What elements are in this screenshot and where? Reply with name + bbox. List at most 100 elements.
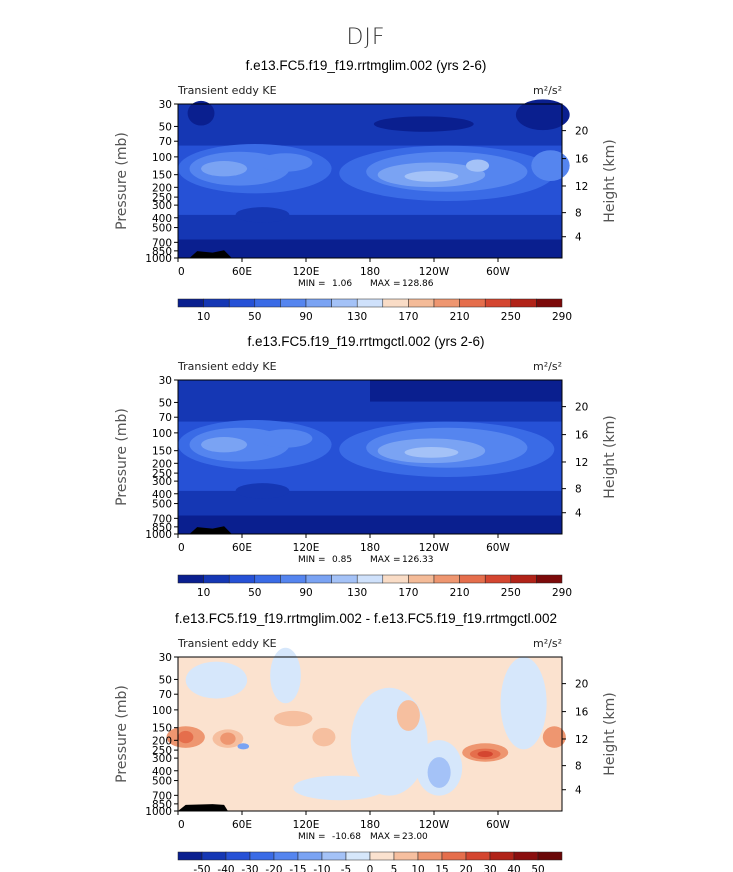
terrain-mask bbox=[189, 526, 232, 534]
x-tick-label: 180 bbox=[360, 819, 380, 831]
colorbar: 10 50 90 130 170 210 250 290 bbox=[177, 574, 572, 599]
y-tick-label: 150 bbox=[152, 723, 172, 735]
x-tick-label: 60W bbox=[486, 266, 510, 278]
colorbar-box bbox=[177, 298, 204, 308]
min-label: MIN = bbox=[298, 555, 326, 565]
contour-region bbox=[515, 99, 570, 131]
contour-region bbox=[293, 775, 386, 801]
colorbar-label: 10 bbox=[197, 311, 210, 323]
terrain-mask bbox=[189, 250, 232, 258]
colorbar-box bbox=[536, 298, 563, 308]
contour-region bbox=[258, 153, 313, 172]
colorbar-box bbox=[510, 574, 537, 584]
colorbar-label: -5 bbox=[341, 864, 351, 872]
x-tick-label: 60E bbox=[232, 542, 252, 554]
y-tick-label: 1000 bbox=[145, 806, 172, 818]
x-tick-label: 60E bbox=[232, 266, 252, 278]
y-tick-label: 850 bbox=[152, 799, 172, 811]
colorbar-box bbox=[321, 851, 347, 861]
colorbar-box bbox=[273, 851, 299, 861]
colorbar-label: 50 bbox=[248, 587, 261, 599]
colorbar-box bbox=[280, 574, 307, 584]
y-axis-title: Pressure (mb) bbox=[114, 408, 130, 506]
contour-region bbox=[404, 446, 459, 458]
y2-tick-label: 12 bbox=[575, 734, 588, 746]
contour-field bbox=[178, 380, 562, 534]
x-tick-label: 120W bbox=[419, 819, 450, 831]
contour-region bbox=[258, 429, 313, 448]
contour-region bbox=[477, 750, 493, 758]
colorbar-label: 50 bbox=[248, 311, 261, 323]
colorbar-box bbox=[225, 851, 251, 861]
panel-1: f.e13.FC5.f19_f19.rrtmglim.002 (yrs 2-6)… bbox=[114, 58, 618, 323]
y-tick-label: 300 bbox=[152, 476, 172, 488]
colorbar-box bbox=[254, 298, 281, 308]
contour-region bbox=[201, 436, 248, 453]
y-tick-label: 850 bbox=[152, 522, 172, 534]
y2-tick-label: 16 bbox=[575, 430, 589, 442]
y-tick-label: 400 bbox=[152, 489, 172, 501]
y-tick-label: 300 bbox=[152, 200, 172, 212]
y-tick-label: 500 bbox=[152, 223, 172, 235]
colorbar-label: 290 bbox=[552, 311, 572, 323]
y-tick-label: 700 bbox=[152, 237, 172, 249]
field-label: Transient eddy KE bbox=[177, 637, 277, 650]
max-label: MAX = bbox=[370, 832, 401, 842]
y-tick-label: 1000 bbox=[145, 253, 172, 265]
colorbar-box bbox=[382, 298, 409, 308]
y-tick-label: 150 bbox=[152, 170, 172, 182]
colorbar-label: 0 bbox=[367, 864, 374, 872]
y-tick-label: 50 bbox=[159, 121, 172, 133]
colorbar-label: 90 bbox=[299, 311, 312, 323]
y2-tick-label: 8 bbox=[575, 484, 582, 496]
contour-region bbox=[542, 726, 566, 748]
y-tick-label: 250 bbox=[152, 468, 172, 480]
panel-3: f.e13.FC5.f19_f19.rrtmglim.002 - f.e13.F… bbox=[114, 611, 618, 872]
x-tick-label: 0 bbox=[178, 542, 185, 554]
colorbar-box bbox=[489, 851, 515, 861]
units-label: m²/s² bbox=[533, 360, 562, 373]
y2-tick-label: 20 bbox=[575, 126, 588, 138]
contour-region bbox=[237, 743, 250, 750]
x-tick-label: 60W bbox=[486, 542, 510, 554]
contour-field bbox=[166, 647, 566, 811]
colorbar-box bbox=[513, 851, 539, 861]
units-label: m²/s² bbox=[533, 84, 562, 97]
y2-tick-label: 4 bbox=[575, 232, 582, 244]
x-tick-label: 180 bbox=[360, 542, 380, 554]
y-tick-label: 250 bbox=[152, 192, 172, 204]
y-axis-title: Pressure (mb) bbox=[114, 132, 130, 230]
colorbar-box bbox=[228, 574, 256, 584]
colorbar-box bbox=[280, 298, 307, 308]
colorbar-label: 5 bbox=[391, 864, 398, 872]
y2-tick-label: 4 bbox=[575, 785, 582, 797]
contour-region bbox=[274, 710, 313, 727]
contour-region bbox=[270, 647, 301, 704]
y2-axis-title: Height (km) bbox=[602, 692, 618, 775]
colorbar-box bbox=[203, 298, 230, 308]
x-tick-label: 120E bbox=[293, 266, 320, 278]
contour-region bbox=[396, 700, 420, 731]
colorbar-box bbox=[484, 298, 512, 308]
colorbar-box bbox=[201, 851, 227, 861]
colorbar-box bbox=[177, 851, 203, 861]
colorbar-label: 170 bbox=[398, 587, 418, 599]
y-tick-label: 70 bbox=[159, 412, 172, 424]
colorbar-box bbox=[382, 574, 409, 584]
colorbar-label: 290 bbox=[552, 587, 572, 599]
min-value: 1.06 bbox=[332, 279, 352, 289]
y2-tick-label: 12 bbox=[575, 457, 588, 469]
colorbar-box bbox=[369, 851, 395, 861]
colorbar-label: 210 bbox=[450, 587, 470, 599]
y2-tick-label: 20 bbox=[575, 402, 588, 414]
y-tick-label: 850 bbox=[152, 246, 172, 258]
contour-region bbox=[178, 730, 194, 744]
max-label: MAX = bbox=[370, 279, 401, 289]
colorbar-label: 50 bbox=[531, 864, 544, 872]
x-tick-label: 120E bbox=[293, 819, 320, 831]
contour-band bbox=[178, 515, 562, 534]
contour-region bbox=[404, 170, 459, 182]
y2-tick-label: 12 bbox=[575, 181, 588, 193]
y-tick-label: 100 bbox=[152, 705, 172, 717]
